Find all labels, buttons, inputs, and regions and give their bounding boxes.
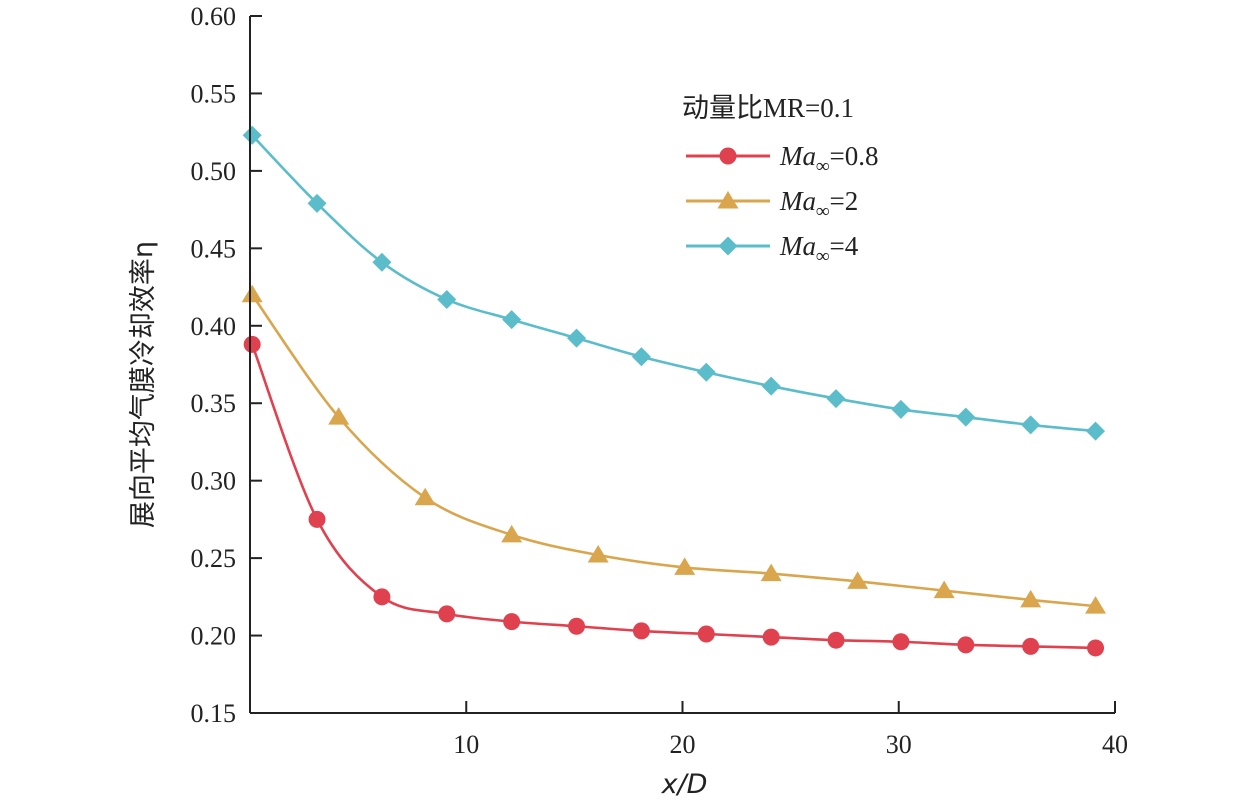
legend: 动量比MR=0.1 Ma∞=0.8 Ma∞=2 Ma∞=4 [682,93,879,267]
data-point [587,545,609,563]
y-ticks: 0.15 0.20 0.25 0.30 0.35 0.40 0.45 0.50 0.55 0.60 [191,2,262,728]
legend-entries: Ma∞=0.8 Ma∞=2 Ma∞=4 [686,141,879,267]
data-point [827,631,845,649]
data-point [307,193,327,213]
y-tick-label: 0.55 [191,79,237,108]
data-point [328,407,350,425]
x-ticks: 10 20 30 40 [453,701,1128,759]
data-point [502,310,522,330]
data-point [568,617,586,635]
data-point [373,588,391,606]
legend-entry: Ma∞=0.8 [686,141,879,177]
y-tick-label: 0.25 [191,544,237,573]
data-point [1086,421,1106,441]
data-point [503,613,521,631]
data-point [631,347,651,367]
y-tick-label: 0.15 [191,699,237,728]
x-axis-title: x/D [661,769,708,800]
series-line [251,134,1096,433]
data-point [892,633,910,651]
data-point [632,622,650,640]
y-tick-label: 0.40 [191,312,237,341]
series-line [251,294,1096,608]
data-point [241,284,263,303]
legend-marker [717,191,739,209]
series-layer [241,125,1107,657]
y-tick-label: 0.35 [191,389,237,418]
y-tick-label: 0.45 [191,234,237,263]
data-point [308,510,326,528]
legend-marker [719,147,737,165]
data-point [762,628,780,646]
data-point [696,362,716,382]
legend-label: Ma∞=4 [779,231,859,267]
data-point [1020,589,1042,608]
legend-marker [718,236,738,256]
series-2 [241,284,1107,614]
data-point [1022,637,1040,655]
data-point [891,399,911,419]
series-1 [243,335,1105,657]
data-point [761,376,781,396]
legend-entry: Ma∞=2 [686,186,858,222]
y-tick-label: 0.30 [191,467,237,496]
x-tick-label: 30 [886,730,912,759]
data-point [697,625,715,643]
x-tick-label: 40 [1102,730,1128,759]
data-point [826,389,846,409]
y-axis-title: 展向平均气膜冷却效率η [128,241,159,528]
data-point [501,524,523,543]
data-point [957,636,975,654]
data-point [760,563,782,582]
data-point [437,289,457,309]
y-tick-label: 0.50 [191,157,237,186]
data-point [1087,639,1105,657]
data-point [956,407,976,427]
data-point [1021,415,1041,435]
data-point [674,557,696,575]
data-point [1085,596,1107,614]
x-tick-label: 10 [453,730,479,759]
data-point [372,252,392,272]
legend-label: Ma∞=2 [779,186,858,222]
data-point [242,125,262,145]
data-point [243,335,261,353]
data-point [847,571,869,589]
data-point [933,580,955,599]
axes-layer: 0.15 0.20 0.25 0.30 0.35 0.40 0.45 0.50 0.55 0.60… [191,2,1129,759]
series-3 [242,125,1106,441]
data-point [414,487,436,506]
y-tick-label: 0.60 [191,2,237,31]
legend-title: 动量比MR=0.1 [682,93,854,123]
data-point [567,328,587,348]
legend-entry: Ma∞=4 [686,231,859,267]
legend-label: Ma∞=0.8 [779,141,879,177]
x-tick-label: 20 [670,730,696,759]
data-point [438,605,456,623]
y-tick-label: 0.20 [191,622,237,651]
